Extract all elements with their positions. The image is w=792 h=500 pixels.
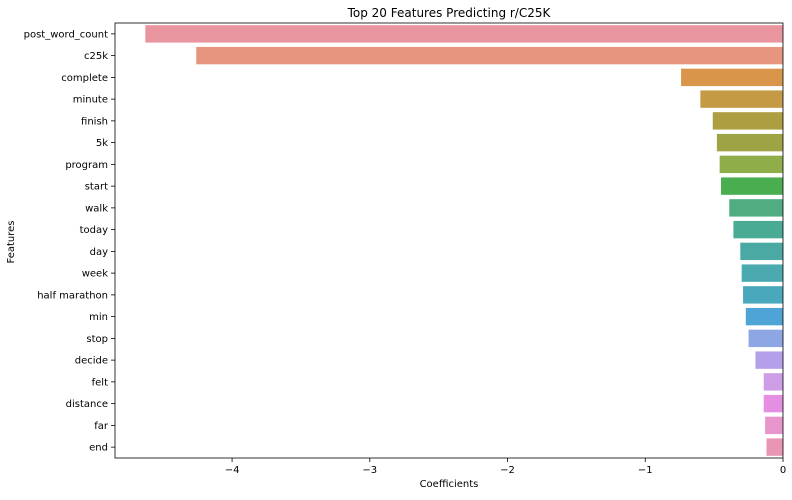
y-tick-label: distance bbox=[66, 399, 108, 410]
y-tick-label: c25k bbox=[84, 51, 108, 62]
bar bbox=[766, 438, 783, 456]
bar bbox=[196, 46, 784, 65]
bar bbox=[765, 416, 783, 435]
bar bbox=[716, 133, 783, 152]
bar bbox=[755, 351, 783, 369]
y-tick-label: felt bbox=[92, 377, 108, 388]
y-tick-label: week bbox=[82, 269, 108, 280]
y-tick-label: far bbox=[94, 421, 109, 432]
y-tick-label: minute bbox=[73, 95, 108, 106]
y-tick-label: day bbox=[90, 247, 108, 258]
y-tick-label: post_word_count bbox=[24, 29, 108, 40]
bar bbox=[748, 329, 783, 348]
plot-area: post_word_count c25k complete minute finish 5… bbox=[24, 22, 786, 476]
y-tick-label: start bbox=[85, 182, 108, 193]
x-tick-label: 0 bbox=[780, 465, 786, 476]
y-axis-label: Features bbox=[6, 221, 17, 264]
bar bbox=[740, 242, 783, 261]
y-tick-label: finish bbox=[81, 116, 108, 127]
y-tick-label: half marathon bbox=[37, 290, 108, 301]
x-tick-label: −3 bbox=[362, 465, 377, 476]
x-tick-label: −1 bbox=[638, 465, 653, 476]
bar bbox=[145, 25, 783, 43]
bar bbox=[741, 264, 783, 282]
bar bbox=[743, 286, 783, 304]
y-tick-label: stop bbox=[86, 334, 108, 345]
bar bbox=[681, 68, 783, 87]
bar bbox=[712, 112, 783, 130]
bar bbox=[733, 220, 783, 239]
y-tick-label: decide bbox=[75, 356, 108, 367]
bar bbox=[721, 177, 783, 195]
bar bbox=[729, 199, 783, 217]
y-tick-label: min bbox=[89, 312, 108, 323]
y-tick-label: walk bbox=[85, 203, 108, 214]
bar bbox=[719, 155, 783, 174]
bar bbox=[745, 307, 783, 326]
bar bbox=[763, 394, 783, 413]
chart-title: Top 20 Features Predicting r/C25K bbox=[347, 6, 552, 20]
y-tick-label: today bbox=[80, 225, 109, 236]
y-tick-label: complete bbox=[61, 73, 108, 84]
y-tick-label: end bbox=[89, 443, 108, 454]
bar bbox=[700, 90, 783, 108]
x-axis-label: Coefficients bbox=[420, 479, 479, 490]
plot-frame bbox=[114, 22, 784, 459]
bar bbox=[763, 373, 783, 391]
y-tick-label: 5k bbox=[96, 138, 108, 149]
x-tick-label: −2 bbox=[500, 465, 515, 476]
y-tick-label: program bbox=[65, 160, 108, 171]
x-tick-label: −4 bbox=[225, 465, 240, 476]
